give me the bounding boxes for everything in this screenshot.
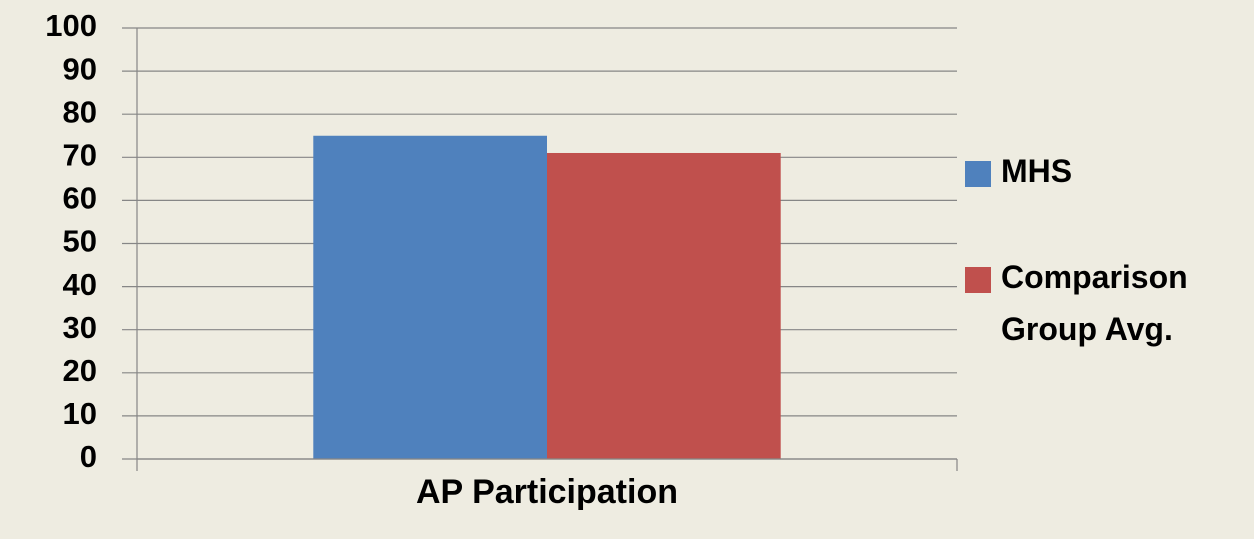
y-tick-label: 50	[63, 224, 97, 259]
legend-item: Comparison Group Avg.	[965, 251, 1250, 355]
bar	[547, 152, 781, 460]
legend: MHS Comparison Group Avg.	[965, 145, 1250, 409]
y-tick-label: 20	[63, 353, 97, 388]
y-tick-label: 40	[63, 267, 97, 302]
y-tick-label: 70	[63, 137, 97, 172]
y-tick-label: 100	[45, 8, 97, 43]
legend-swatch	[965, 267, 991, 293]
legend-label: MHS	[1001, 153, 1073, 189]
legend-label: Comparison Group Avg.	[1001, 259, 1188, 347]
y-tick-label: 90	[63, 51, 97, 86]
legend-item: MHS	[965, 145, 1250, 197]
y-tick-label: 80	[63, 94, 97, 129]
x-tick-label: AP Participation	[416, 473, 678, 511]
y-tick-label: 0	[80, 439, 97, 474]
legend-swatch	[965, 161, 991, 187]
bar	[313, 135, 547, 459]
y-tick-label: 60	[63, 181, 97, 216]
y-tick-label: 10	[63, 396, 97, 431]
y-tick-label: 30	[63, 310, 97, 345]
